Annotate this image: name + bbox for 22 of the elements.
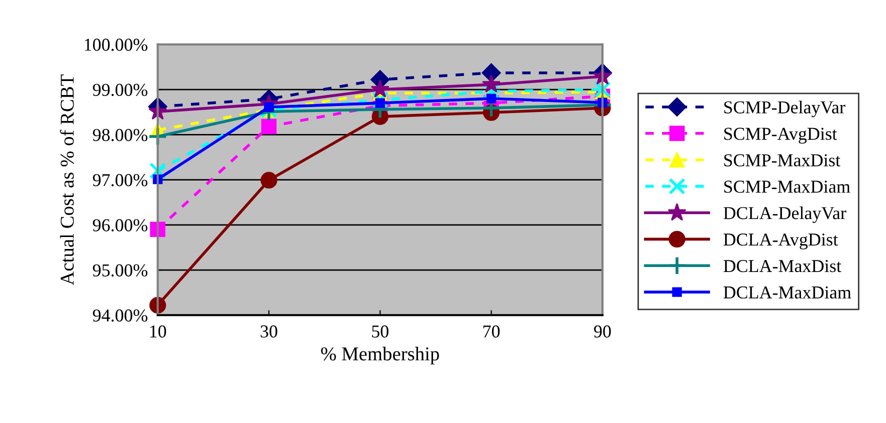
legend-label: DCLA-MaxDist — [724, 260, 842, 272]
y-axis-title: Actual Cost as % of RCBT — [60, 74, 74, 286]
legend-label: DCLA-MaxDiam — [724, 286, 852, 299]
x-axis-title: % Membership — [321, 346, 440, 364]
y-tick-label: 97.00% — [92, 174, 148, 186]
x-tick-label: 90 — [594, 325, 611, 338]
x-tick-label: 70 — [483, 325, 500, 338]
x-tick-label: 50 — [372, 325, 388, 338]
legend-label: SCMP-MaxDist — [724, 154, 840, 166]
y-tick-label: 98.00% — [92, 128, 148, 142]
y-tick-label: 95.00% — [92, 264, 148, 277]
y-tick-label: 99.00% — [92, 84, 148, 96]
legend-label: SCMP-AvgDist — [724, 128, 838, 144]
y-tick-label: 100.00% — [84, 38, 148, 51]
x-tick-label: 30 — [260, 325, 278, 338]
legend-label: SCMP-DelayVar — [724, 100, 846, 118]
y-tick-label: 96.00% — [92, 219, 148, 232]
legend-label: DCLA-AvgDist — [724, 234, 838, 250]
y-tick-label: 94.00% — [92, 309, 148, 322]
legend-label: DCLA-DelayVar — [724, 206, 846, 223]
legend-label: SCMP-MaxDiam — [724, 180, 850, 193]
x-tick-label: 10 — [150, 325, 166, 338]
